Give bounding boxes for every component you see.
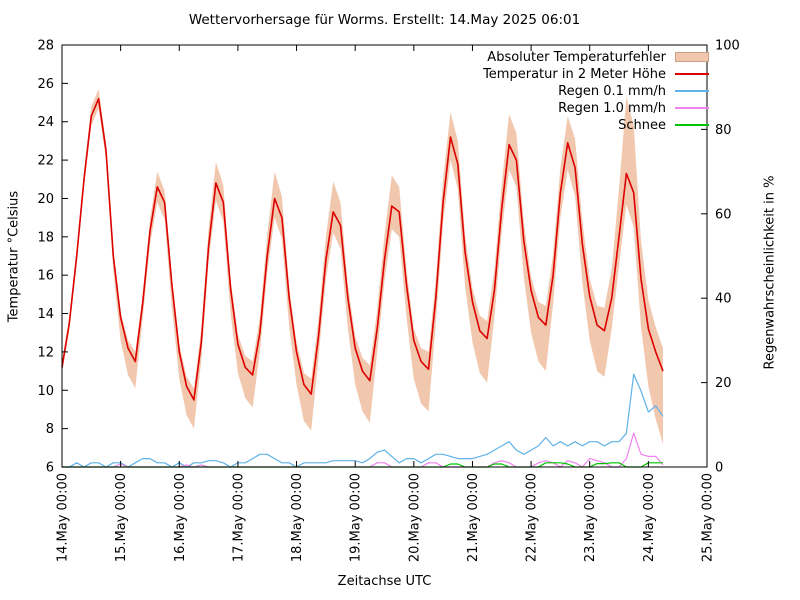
rain-10-line-swatch <box>675 107 709 109</box>
x-tick-label: 15.May 00:00 <box>114 473 129 562</box>
series-line <box>62 432 664 468</box>
legend-item-snow: Schnee <box>483 117 709 133</box>
y-right-tick-label: 20 <box>715 376 732 391</box>
plot-border <box>61 44 708 468</box>
temperature-error-band <box>62 89 663 444</box>
y-left-tick-label: 10 <box>37 384 54 399</box>
y-axis-label-left: Temperatur °Celsius <box>6 190 22 323</box>
y-left-tick-label: 6 <box>46 461 54 476</box>
y-left-tick-label: 8 <box>46 422 54 437</box>
y-left-tick-label: 24 <box>37 115 54 130</box>
x-tick-label: 24.May 00:00 <box>642 473 657 562</box>
x-tick-label: 23.May 00:00 <box>583 473 598 562</box>
y-left-tick-label: 26 <box>37 77 54 92</box>
y-right-tick-label: 100 <box>715 39 740 54</box>
temperature-error-band-swatch <box>675 52 709 62</box>
y-axis-label-right: Regenwahrscheinlichkeit in % <box>762 175 778 370</box>
y-right-tick-label: 60 <box>715 207 732 222</box>
legend-item-temperature: Temperatur in 2 Meter Höhe <box>483 66 709 82</box>
snow-line-swatch <box>675 124 709 126</box>
legend-item-temperature-error: Absoluter Temperaturfehler <box>483 49 709 65</box>
legend-label: Absoluter Temperaturfehler <box>487 49 666 65</box>
legend-label: Regen 1.0 mm/h <box>558 100 666 116</box>
y-left-tick-label: 16 <box>37 269 54 284</box>
x-tick-label: 21.May 00:00 <box>466 473 481 562</box>
series-line <box>62 373 664 468</box>
y-right-tick-label: 40 <box>715 292 732 307</box>
legend-label: Regen 0.1 mm/h <box>558 83 666 99</box>
x-tick-label: 18.May 00:00 <box>290 473 305 562</box>
y-right-tick-label: 0 <box>715 461 723 476</box>
x-tick-label: 25.May 00:00 <box>701 473 716 562</box>
y-right-tick-label: 80 <box>715 123 732 138</box>
series-line <box>61 97 664 401</box>
x-tick-label: 22.May 00:00 <box>525 473 540 562</box>
rain-01-line-swatch <box>675 90 709 92</box>
x-tick-label: 16.May 00:00 <box>173 473 188 562</box>
y-left-tick-label: 22 <box>37 154 54 169</box>
x-tick-label: 17.May 00:00 <box>231 473 246 562</box>
y-left-tick-label: 20 <box>37 192 54 207</box>
series-line <box>62 462 663 468</box>
y-left-tick-label: 28 <box>37 39 54 54</box>
legend-item-rain-10: Regen 1.0 mm/h <box>483 100 709 116</box>
temperature-line-swatch <box>675 73 709 75</box>
x-tick-label: 19.May 00:00 <box>349 473 364 562</box>
y-left-tick-label: 14 <box>37 307 54 322</box>
legend-label: Schnee <box>618 117 666 133</box>
y-left-tick-label: 18 <box>37 230 54 245</box>
chart-title: Wettervorhersage für Worms. Erstellt: 14… <box>188 12 581 28</box>
x-tick-label: 20.May 00:00 <box>407 473 422 562</box>
x-axis-label: Zeitachse UTC <box>337 574 432 589</box>
legend-label: Temperatur in 2 Meter Höhe <box>483 66 666 82</box>
legend-item-rain-01: Regen 0.1 mm/h <box>483 83 709 99</box>
y-left-tick-label: 12 <box>37 345 54 360</box>
legend: Absoluter Temperaturfehler Temperatur in… <box>483 49 709 133</box>
x-tick-label: 14.May 00:00 <box>56 473 71 562</box>
